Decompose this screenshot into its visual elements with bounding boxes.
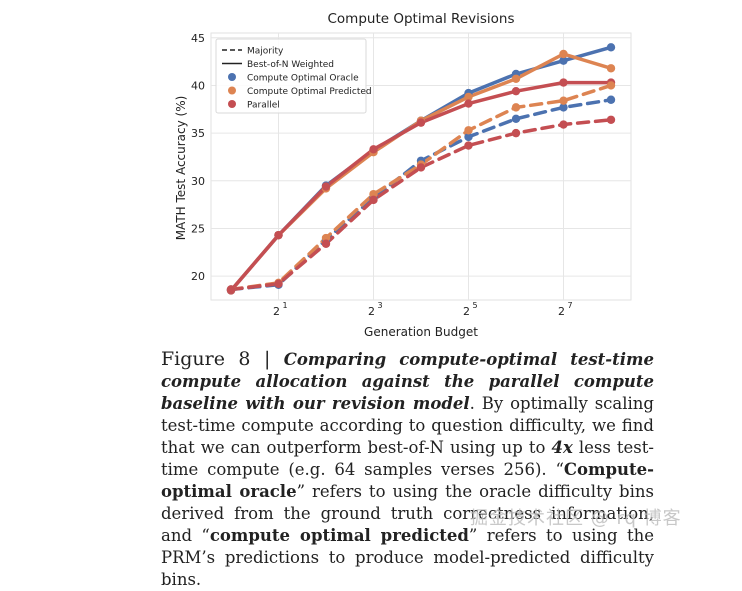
- point-compute-optimal-predicted: [511, 74, 521, 83]
- x-tick-base: 2: [368, 305, 375, 318]
- line-parallel-majority: [229, 118, 613, 292]
- legend-label-parallel: Parallel: [247, 101, 280, 111]
- point-compute-optimal-predicted: [464, 92, 473, 102]
- grid-lines: [211, 33, 631, 300]
- point-compute-optimal-oracle: [606, 95, 616, 104]
- point-compute-optimal-predicted: [559, 96, 568, 105]
- y-tick-label: 30: [191, 175, 205, 188]
- point-parallel: [369, 195, 378, 205]
- x-tick-exponent: 3: [378, 301, 383, 310]
- point-parallel: [274, 230, 283, 240]
- figure-label: Figure 8 |: [161, 348, 284, 370]
- point-compute-optimal-oracle: [464, 132, 473, 142]
- watermark: 掘金技术社区 @ rq 博客: [470, 508, 682, 529]
- x-tick-exponent: 1: [283, 301, 288, 310]
- x-tick-base: 2: [463, 305, 470, 318]
- point-parallel: [464, 141, 473, 150]
- legend-swatch-compute-optimal-predicted: [228, 86, 236, 95]
- legend-swatch-parallel: [228, 100, 236, 108]
- point-compute-optimal-predicted: [511, 103, 521, 112]
- y-tick-label: 20: [191, 270, 205, 283]
- point-parallel: [321, 239, 331, 248]
- point-parallel: [321, 182, 331, 191]
- chart-title: Compute Optimal Revisions: [327, 11, 514, 27]
- legend-label-best-of-n-weighted: Best-of-N Weighted: [247, 60, 334, 70]
- legend-label-compute-optimal-oracle: Compute Optimal Oracle: [247, 74, 359, 84]
- point-compute-optimal-oracle: [511, 114, 521, 124]
- x-axis-label: Generation Budget: [364, 325, 478, 339]
- point-parallel: [559, 78, 568, 87]
- point-parallel: [511, 86, 521, 96]
- point-compute-optimal-predicted: [464, 126, 473, 135]
- caption-oracle-term: Compute-optimal oracle: [161, 460, 654, 501]
- legend-box: [215, 38, 367, 114]
- point-compute-optimal-oracle: [606, 43, 616, 52]
- y-axis-label: MATH Test Accuracy (%): [174, 96, 188, 241]
- point-parallel: [416, 118, 426, 127]
- point-parallel: [464, 99, 473, 108]
- series-points: [226, 43, 616, 295]
- y-tick-label: 40: [191, 79, 205, 92]
- point-compute-optimal-oracle: [559, 103, 568, 112]
- figure-caption: Figure 8 | Comparing compute-optimal tes…: [161, 348, 654, 591]
- point-parallel: [511, 128, 521, 138]
- point-compute-optimal-predicted: [606, 81, 616, 90]
- y-tick-label: 25: [191, 222, 205, 235]
- point-parallel: [369, 145, 378, 154]
- caption-text-3: ” refers to using the oracle difficulty …: [161, 482, 654, 545]
- caption-predicted-term: compute optimal predicted: [209, 526, 469, 545]
- x-tick-exponent: 5: [473, 301, 478, 310]
- caption-title: Comparing compute-optimal test-time comp…: [161, 350, 654, 413]
- y-tick-label: 45: [191, 32, 205, 45]
- caption-text-1: . By optimally scaling test-time compute…: [161, 394, 654, 457]
- point-parallel: [559, 120, 568, 129]
- point-compute-optimal-predicted: [559, 49, 568, 59]
- point-parallel: [606, 115, 616, 124]
- point-compute-optimal-oracle: [559, 56, 568, 65]
- x-tick-exponent: 7: [568, 301, 573, 310]
- point-parallel: [416, 163, 426, 172]
- legend-swatch-compute-optimal-oracle: [228, 73, 236, 81]
- caption-emphasis: 4x: [551, 438, 573, 457]
- x-tick-base: 2: [558, 305, 565, 318]
- y-tick-label: 35: [191, 127, 205, 140]
- legend-label-majority: Majority: [247, 47, 284, 57]
- legend-label-compute-optimal-predicted: Compute Optimal Predicted: [247, 87, 372, 97]
- point-parallel: [274, 279, 283, 288]
- x-tick-base: 2: [273, 305, 280, 318]
- point-compute-optimal-predicted: [606, 64, 616, 73]
- legend: Majority Best-of-N Weighted Compute Optima…: [215, 38, 372, 114]
- point-parallel: [226, 285, 236, 294]
- caption-text-2: less test-time compute (e.g. 64 samples …: [161, 438, 654, 479]
- y-tick-labels: 20 25 30 35 40 45: [191, 32, 205, 283]
